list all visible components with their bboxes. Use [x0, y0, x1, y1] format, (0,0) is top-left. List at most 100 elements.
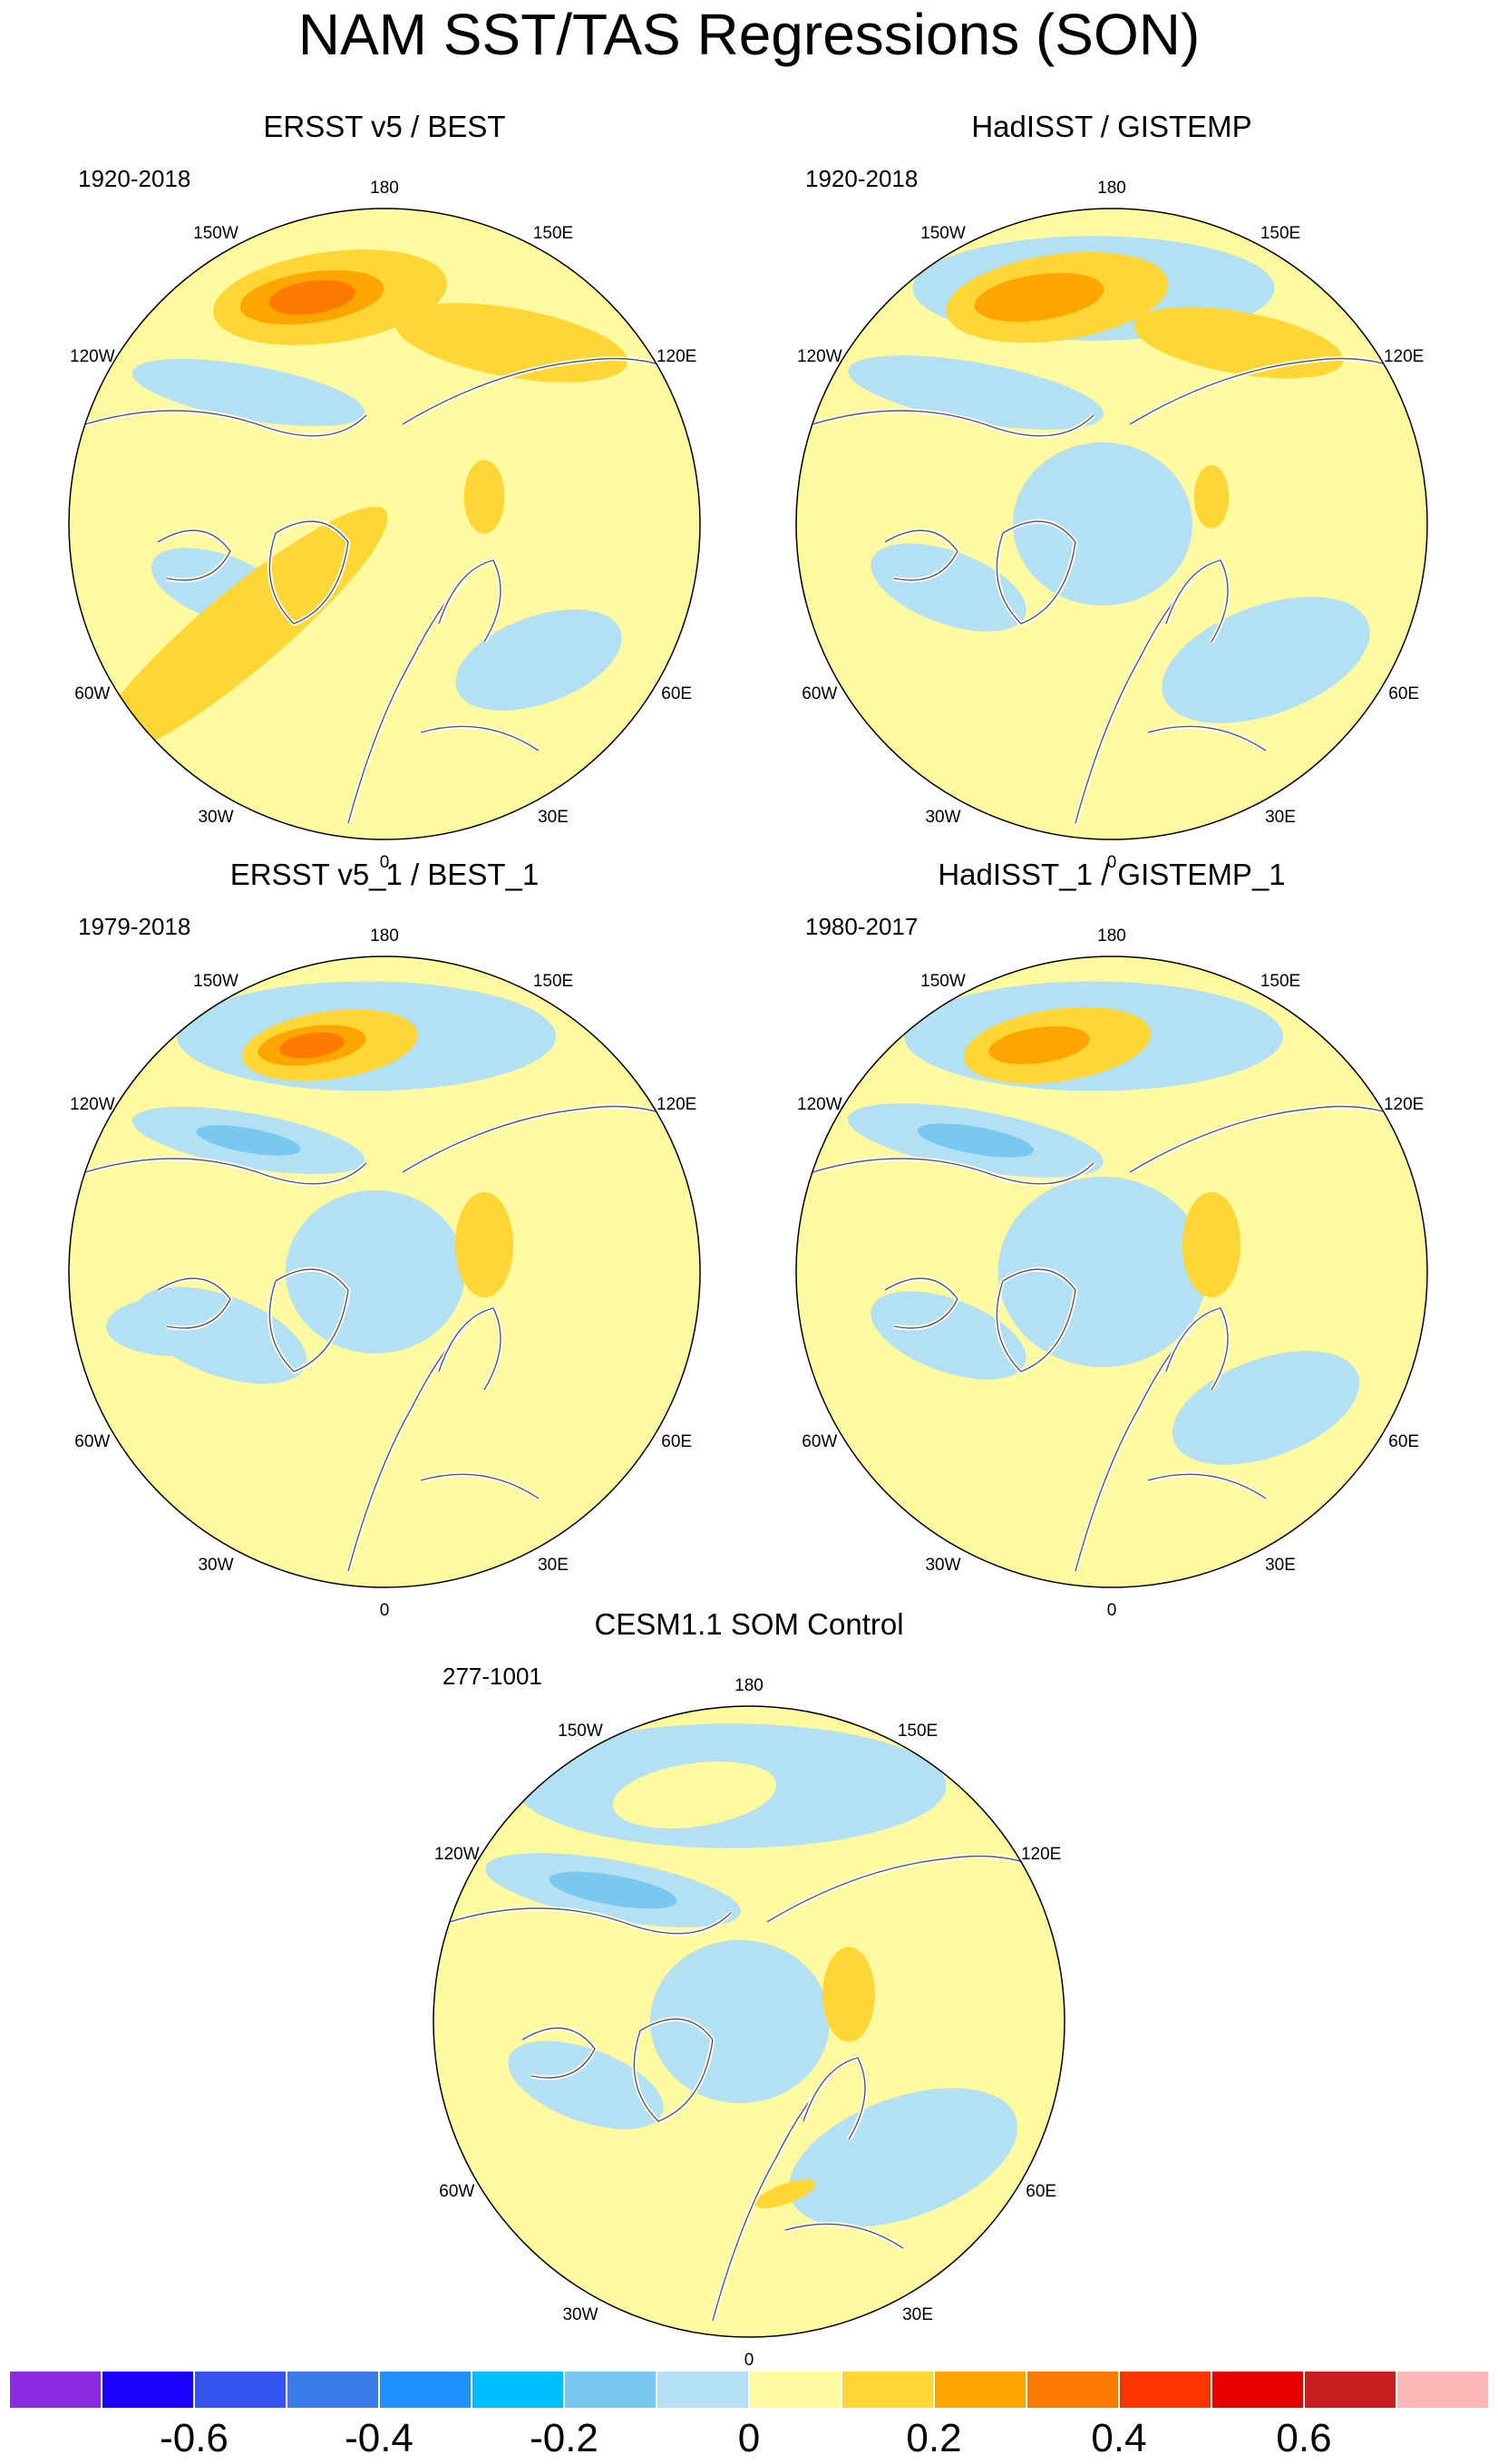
colorbar-box: [1396, 2371, 1489, 2409]
polar-map: 180150E120E90E60E30E030W60W90W120W150W: [433, 1676, 1065, 2370]
period-label: 1920-2018: [78, 165, 191, 192]
longitude-label: 0: [1107, 1601, 1117, 1620]
panel-title: HadISST / GISTEMP: [971, 110, 1252, 143]
panel-title: CESM1.1 SOM Control: [594, 1607, 904, 1641]
colorbar-tick-label: -0.4: [345, 2416, 413, 2460]
colorbar-box: [1119, 2371, 1211, 2409]
longitude-label: 150W: [193, 972, 238, 991]
colorbar-tick-label: -0.2: [530, 2416, 598, 2460]
coastline: [420, 1473, 540, 1499]
longitude-label: 120E: [1384, 347, 1424, 366]
panel-title: ERSST v5 / BEST: [263, 110, 506, 143]
east-siberia-anomaly: [1133, 306, 1344, 379]
longitude-label: 150E: [1260, 224, 1300, 243]
coastline: [438, 559, 501, 643]
longitude-label: 30E: [538, 1556, 569, 1575]
colorbar-box: [379, 2371, 472, 2409]
colorbar-box: [564, 2371, 657, 2409]
coastline: [521, 2027, 596, 2079]
colorbar-box: [194, 2371, 287, 2409]
longitude-label: 120W: [797, 1095, 842, 1114]
coastline: [157, 529, 231, 581]
map-panel-ersst-best: ERSST v5 / BEST 1920-2018 180150E120E90E…: [67, 109, 702, 907]
longitude-label: 180: [370, 926, 399, 946]
colorbar-box: [657, 2371, 749, 2409]
north-atlantic-anomaly: [91, 506, 388, 760]
alaska-anomaly: [917, 1123, 1035, 1158]
longitude-label: 0: [380, 1601, 390, 1620]
coastline: [802, 2057, 866, 2140]
longitude-label: 180: [734, 1676, 764, 1695]
coastlines: [449, 1854, 1059, 2322]
longitude-label: 120W: [434, 1845, 480, 1864]
coastline: [1165, 1307, 1229, 1391]
longitude-label: 60W: [802, 1432, 837, 1451]
map-fill: [69, 209, 700, 839]
longitude-label: 150E: [1260, 972, 1300, 991]
longitude-label: 30W: [198, 808, 233, 827]
coastline: [84, 1158, 367, 1185]
polar-map: 180150E120E90E60E30E030W60W90W120W150W: [795, 926, 1428, 1620]
longitude-label: 30W: [198, 1556, 233, 1575]
longitude-label: 180: [1097, 179, 1126, 198]
coastline: [157, 1277, 231, 1329]
map-fill: [796, 956, 1427, 1587]
colorbar-box: [9, 2371, 102, 2409]
longitude-label: 60E: [1388, 1432, 1419, 1451]
longitude-label: 150E: [533, 972, 573, 991]
labrador-anomaly: [871, 543, 1026, 632]
longitude-label: 0: [380, 853, 390, 872]
map-border: [68, 208, 701, 840]
coastline: [884, 1277, 958, 1329]
map-panel-hadisst-gistemp: HadISST / GISTEMP 1920-2018 180150E120E9…: [794, 109, 1429, 907]
east-europe-anomaly: [1162, 597, 1370, 723]
longitude-label: 60E: [661, 1432, 692, 1451]
mediterranean-anomaly: [754, 2179, 816, 2208]
central-asia-anomaly: [1182, 1192, 1240, 1297]
pacific-anomaly-core: [988, 1026, 1090, 1064]
colorbar-box: [841, 2371, 934, 2409]
alaska-anomaly: [131, 358, 365, 427]
longitude-label: 150E: [533, 224, 573, 243]
longitude-label: 30E: [538, 808, 569, 827]
coastline: [1147, 725, 1267, 752]
longitude-label: 150W: [920, 224, 966, 243]
coastlines: [812, 1104, 1422, 1572]
longitude-label: 120W: [70, 347, 115, 366]
coastline: [449, 1907, 732, 1935]
coastline: [420, 725, 540, 752]
coastline: [633, 2018, 714, 2122]
colorbar-box: [1026, 2371, 1119, 2409]
longitude-label: 180: [1097, 926, 1126, 946]
panel-title: ERSST v5_1 / BEST_1: [229, 858, 540, 891]
longitude-label: 30W: [925, 1556, 960, 1575]
longitude-label: 120E: [657, 347, 696, 366]
panel-title: HadISST_1 / GISTEMP_1: [938, 858, 1286, 891]
map-fill: [69, 956, 700, 1587]
central-asia-anomaly: [455, 1192, 513, 1297]
map-border: [68, 956, 701, 1588]
colorbar-box: [1211, 2371, 1304, 2409]
longitude-label: 120E: [1021, 1845, 1061, 1864]
pacific-anomaly: [612, 1761, 777, 1829]
alaska-anomaly: [196, 1125, 301, 1156]
longitude-label: 30W: [925, 808, 960, 827]
coastline: [812, 410, 1094, 437]
colorbar-tick-label: 0.2: [906, 2416, 962, 2460]
longitude-label: 120W: [797, 347, 842, 366]
longitude-label: 60W: [74, 1432, 110, 1451]
polar-map: 180150E120E90E60E30E030W60W90W120W150W: [68, 179, 701, 872]
coastline: [784, 2223, 904, 2249]
arctic-anomaly: [286, 1190, 465, 1353]
longitude-label: 120W: [70, 1095, 115, 1114]
colorbar-box: [749, 2371, 841, 2409]
arctic-anomaly: [1013, 442, 1192, 606]
coastline: [1147, 1473, 1267, 1499]
coastline: [438, 1307, 501, 1391]
central-asia-anomaly: [463, 460, 505, 534]
coastline: [812, 1158, 1094, 1185]
longitude-label: 60W: [74, 684, 110, 703]
longitude-label: 120E: [1384, 1095, 1424, 1114]
map-panel-ersst-best-1: ERSST v5_1 / BEST_1 1979-2018 180 150E 120…: [67, 857, 702, 1654]
period-label: 1920-2018: [805, 165, 919, 192]
